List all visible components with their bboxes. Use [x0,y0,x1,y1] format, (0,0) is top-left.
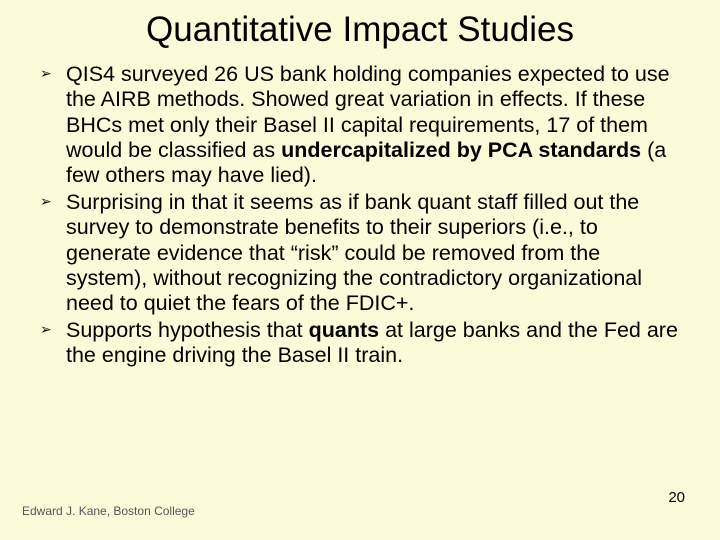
bullet-text: Surprising in that it seems as if bank q… [66,190,680,317]
footer-text: Edward J. Kane, Boston College [22,504,195,518]
bullet-marker-icon: ➢ [40,190,66,317]
bullet-text: Supports hypothesis that quants at large… [66,318,680,369]
bullet-marker-icon: ➢ [40,62,66,189]
bullet-item: ➢Surprising in that it seems as if bank … [40,190,680,317]
slide: Quantitative Impact Studies ➢QIS4 survey… [0,0,720,540]
bullet-text: QIS4 surveyed 26 US bank holding compani… [66,62,680,189]
slide-body: ➢QIS4 surveyed 26 US bank holding compan… [40,62,680,368]
page-number: 20 [668,489,685,506]
bullet-marker-icon: ➢ [40,318,66,369]
slide-title: Quantitative Impact Studies [40,10,680,50]
bullet-item: ➢Supports hypothesis that quants at larg… [40,318,680,369]
bullet-item: ➢QIS4 surveyed 26 US bank holding compan… [40,62,680,189]
